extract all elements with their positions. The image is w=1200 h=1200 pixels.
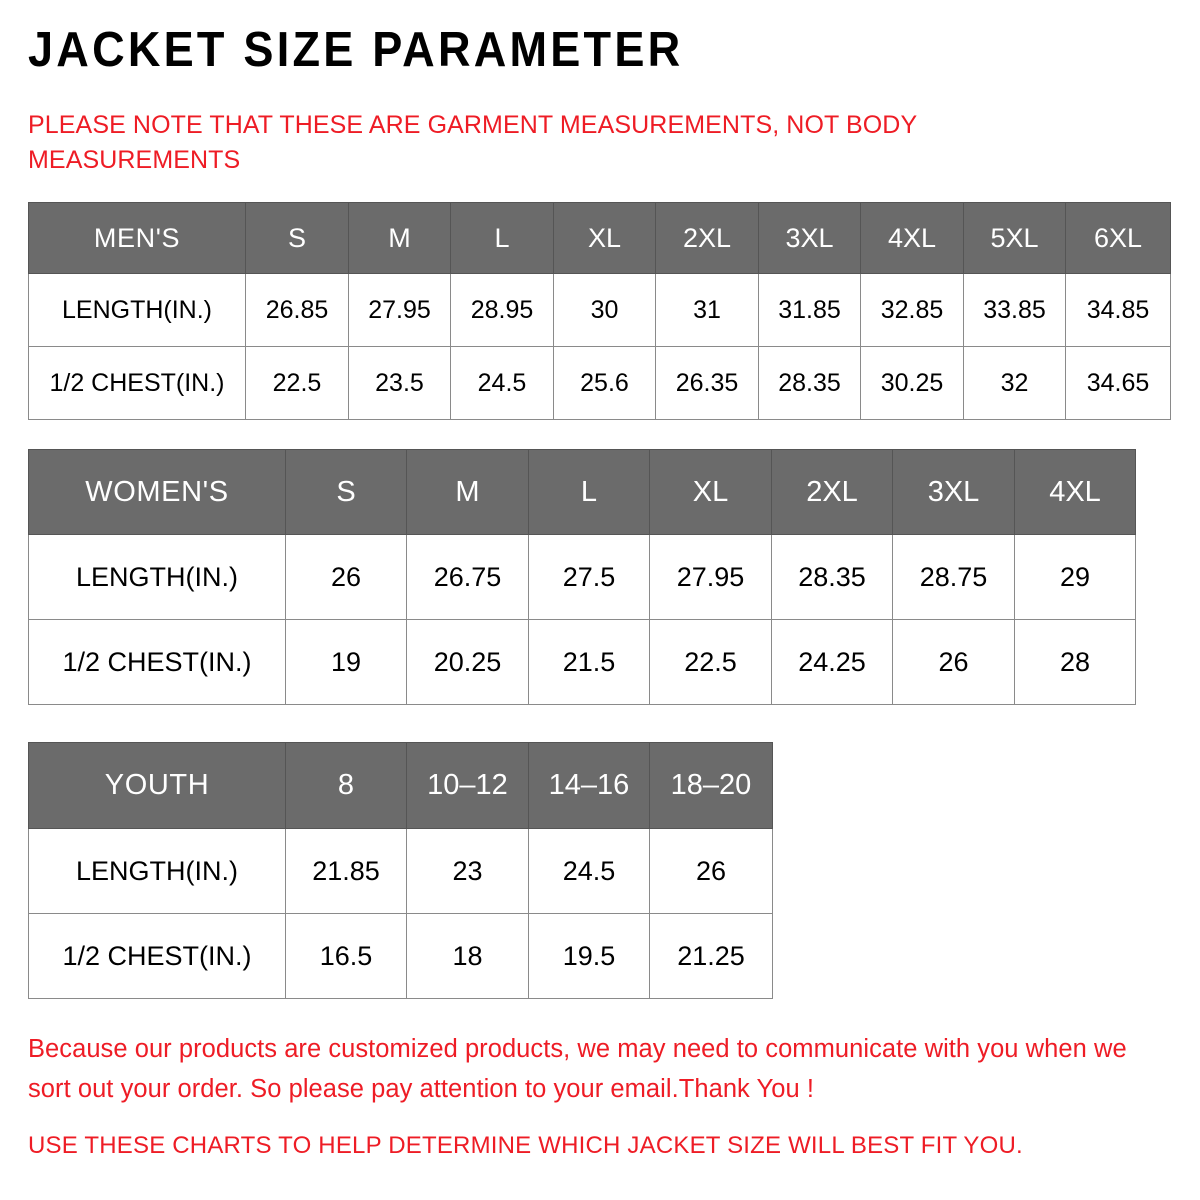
- cell-value: 20.25: [406, 619, 529, 705]
- table-row: LENGTH(IN.) 21.85 23 24.5 26: [28, 828, 773, 914]
- row-label-half-chest: 1/2 CHEST(IN.): [28, 619, 286, 705]
- cell-value: 26: [285, 534, 407, 620]
- table-row: LENGTH(IN.) 26.85 27.95 28.95 30 31 31.8…: [28, 273, 1171, 347]
- cell-value: 22.5: [245, 346, 349, 420]
- cell-value: 23: [406, 828, 529, 914]
- cell-value: 26.35: [655, 346, 759, 420]
- cell-value: 28.35: [771, 534, 893, 620]
- cell-value: 16.5: [285, 913, 407, 999]
- column-header-14-16: 14–16: [528, 742, 650, 829]
- cell-value: 21.25: [649, 913, 773, 999]
- cell-value: 30: [553, 273, 656, 347]
- womens-table-title: WOMEN'S: [28, 449, 286, 535]
- table-header-row: YOUTH 8 10–12 14–16 18–20: [28, 742, 773, 829]
- table-header-row: WOMEN'S S M L XL 2XL 3XL 4XL: [28, 449, 1136, 535]
- column-header-m: M: [406, 449, 529, 535]
- column-header-4xl: 4XL: [860, 202, 964, 274]
- table-row: 1/2 CHEST(IN.) 19 20.25 21.5 22.5 24.25 …: [28, 619, 1136, 705]
- cell-value: 18: [406, 913, 529, 999]
- cell-value: 32.85: [860, 273, 964, 347]
- cell-value: 27.5: [528, 534, 650, 620]
- cell-value: 28.95: [450, 273, 554, 347]
- column-header-l: L: [450, 202, 554, 274]
- table-header-row: MEN'S S M L XL 2XL 3XL 4XL 5XL 6XL: [28, 202, 1171, 274]
- table-row: LENGTH(IN.) 26 26.75 27.5 27.95 28.35 28…: [28, 534, 1136, 620]
- womens-size-table: WOMEN'S S M L XL 2XL 3XL 4XL LENGTH(IN.)…: [28, 449, 1136, 705]
- cell-value: 28: [1014, 619, 1136, 705]
- column-header-s: S: [245, 202, 349, 274]
- column-header-4xl: 4XL: [1014, 449, 1136, 535]
- row-label-length: LENGTH(IN.): [28, 828, 286, 914]
- row-label-length: LENGTH(IN.): [28, 273, 246, 347]
- cell-value: 34.65: [1065, 346, 1171, 420]
- cell-value: 32: [963, 346, 1066, 420]
- column-header-8: 8: [285, 742, 407, 829]
- column-header-2xl: 2XL: [655, 202, 759, 274]
- cell-value: 31.85: [758, 273, 861, 347]
- cell-value: 28.75: [892, 534, 1015, 620]
- cell-value: 30.25: [860, 346, 964, 420]
- column-header-s: S: [285, 449, 407, 535]
- mens-table-title: MEN'S: [28, 202, 246, 274]
- table-row: 1/2 CHEST(IN.) 16.5 18 19.5 21.25: [28, 913, 773, 999]
- cell-value: 21.5: [528, 619, 650, 705]
- cell-value: 24.5: [450, 346, 554, 420]
- cell-value: 27.95: [649, 534, 772, 620]
- cell-value: 27.95: [348, 273, 451, 347]
- cell-value: 24.5: [528, 828, 650, 914]
- cell-value: 19.5: [528, 913, 650, 999]
- cell-value: 26: [649, 828, 773, 914]
- row-label-length: LENGTH(IN.): [28, 534, 286, 620]
- cell-value: 24.25: [771, 619, 893, 705]
- column-header-18-20: 18–20: [649, 742, 773, 829]
- row-label-half-chest: 1/2 CHEST(IN.): [28, 913, 286, 999]
- column-header-3xl: 3XL: [758, 202, 861, 274]
- cell-value: 26.75: [406, 534, 529, 620]
- cell-value: 26.85: [245, 273, 349, 347]
- column-header-10-12: 10–12: [406, 742, 529, 829]
- cell-value: 19: [285, 619, 407, 705]
- cell-value: 33.85: [963, 273, 1066, 347]
- youth-table-title: YOUTH: [28, 742, 286, 829]
- cell-value: 34.85: [1065, 273, 1171, 347]
- measurement-disclaimer: PLEASE NOTE THAT THESE ARE GARMENT MEASU…: [28, 111, 917, 174]
- column-header-xl: XL: [553, 202, 656, 274]
- cell-value: 21.85: [285, 828, 407, 914]
- youth-size-table: YOUTH 8 10–12 14–16 18–20 LENGTH(IN.) 21…: [28, 742, 773, 999]
- chart-usage-note: USE THESE CHARTS TO HELP DETERMINE WHICH…: [28, 1132, 1023, 1159]
- column-header-2xl: 2XL: [771, 449, 893, 535]
- column-header-m: M: [348, 202, 451, 274]
- column-header-l: L: [528, 449, 650, 535]
- column-header-5xl: 5XL: [963, 202, 1066, 274]
- column-header-6xl: 6XL: [1065, 202, 1171, 274]
- cell-value: 26: [892, 619, 1015, 705]
- mens-size-table: MEN'S S M L XL 2XL 3XL 4XL 5XL 6XL LENGT…: [28, 202, 1171, 420]
- cell-value: 25.6: [553, 346, 656, 420]
- page-title: JACKET SIZE PARAMETER: [28, 23, 684, 77]
- cell-value: 28.35: [758, 346, 861, 420]
- cell-value: 23.5: [348, 346, 451, 420]
- customization-note: Because our products are customized prod…: [28, 1035, 1127, 1103]
- cell-value: 22.5: [649, 619, 772, 705]
- cell-value: 29: [1014, 534, 1136, 620]
- row-label-half-chest: 1/2 CHEST(IN.): [28, 346, 246, 420]
- column-header-xl: XL: [649, 449, 772, 535]
- table-row: 1/2 CHEST(IN.) 22.5 23.5 24.5 25.6 26.35…: [28, 346, 1171, 420]
- column-header-3xl: 3XL: [892, 449, 1015, 535]
- cell-value: 31: [655, 273, 759, 347]
